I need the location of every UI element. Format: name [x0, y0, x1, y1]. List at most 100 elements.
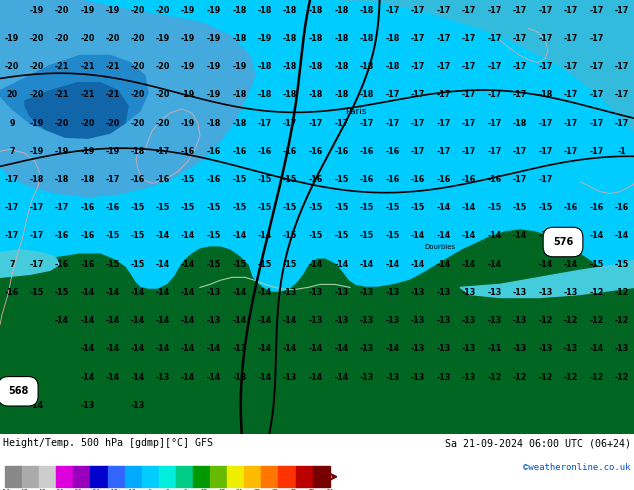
Text: -17: -17	[386, 5, 400, 15]
Bar	[5, 466, 22, 487]
Text: -14: -14	[106, 316, 120, 325]
Text: -13: -13	[386, 373, 400, 382]
Text: -14: -14	[156, 316, 170, 325]
Text: -14: -14	[106, 288, 120, 297]
Text: -17: -17	[283, 119, 297, 127]
Text: -16: -16	[309, 147, 323, 156]
Text: -15: -15	[309, 203, 323, 212]
Text: -14: -14	[283, 316, 297, 325]
Text: -17: -17	[5, 203, 19, 212]
Text: -14: -14	[539, 260, 553, 269]
Polygon shape	[0, 55, 148, 135]
Text: -14: -14	[309, 344, 323, 353]
Text: -14: -14	[462, 203, 476, 212]
Text: -15: -15	[386, 203, 400, 212]
Text: 7: 7	[10, 147, 15, 156]
Text: -13: -13	[207, 316, 221, 325]
Text: -20: -20	[5, 62, 19, 71]
Bar	[108, 466, 125, 487]
Text: 568: 568	[8, 386, 29, 396]
Text: -15: -15	[283, 175, 297, 184]
Text: -16: -16	[156, 175, 170, 184]
Text: -19: -19	[207, 34, 221, 43]
Text: -21: -21	[106, 90, 120, 99]
Text: -17: -17	[539, 5, 553, 15]
Text: -13: -13	[437, 316, 451, 325]
Text: -15: -15	[181, 175, 195, 184]
Text: -17: -17	[462, 90, 476, 99]
Text: -16: -16	[309, 175, 323, 184]
Text: -18: -18	[335, 34, 349, 43]
Text: 7: 7	[10, 260, 15, 269]
Text: -15: -15	[360, 231, 374, 241]
Polygon shape	[460, 260, 634, 297]
Text: -16: -16	[590, 203, 604, 212]
Text: -14: -14	[156, 231, 170, 241]
Text: -17: -17	[615, 119, 629, 127]
Text: -17: -17	[590, 34, 604, 43]
Text: -15: -15	[335, 203, 349, 212]
Text: -14: -14	[181, 316, 195, 325]
Text: -19: -19	[181, 34, 195, 43]
Text: -19: -19	[156, 34, 170, 43]
Text: -13: -13	[564, 288, 578, 297]
Text: -16: -16	[131, 175, 145, 184]
Text: -16: -16	[360, 147, 374, 156]
Text: -20: -20	[131, 119, 145, 127]
Text: -17: -17	[513, 175, 527, 184]
Bar	[313, 466, 330, 487]
Text: -17: -17	[55, 203, 69, 212]
Text: -13: -13	[156, 373, 170, 382]
Text: -18: -18	[386, 62, 400, 71]
Text: -13: -13	[283, 373, 297, 382]
Text: -15: -15	[411, 203, 425, 212]
Text: -16: -16	[615, 203, 629, 212]
Text: -14: -14	[488, 231, 502, 241]
Bar	[125, 466, 142, 487]
Text: -19: -19	[30, 119, 44, 127]
Text: -12: -12	[564, 373, 578, 382]
Text: -12: -12	[615, 288, 629, 297]
Text: -19: -19	[106, 5, 120, 15]
Text: -14: -14	[258, 316, 272, 325]
Text: -20: -20	[156, 62, 170, 71]
Text: -19: -19	[81, 5, 95, 15]
Text: -14: -14	[55, 316, 69, 325]
Text: -14: -14	[156, 288, 170, 297]
Text: -19: -19	[181, 5, 195, 15]
Text: -14: -14	[258, 288, 272, 297]
Text: -21: -21	[81, 90, 95, 99]
Text: -17: -17	[411, 90, 425, 99]
Text: -14: -14	[462, 260, 476, 269]
Text: -12: -12	[590, 373, 604, 382]
Text: -21: -21	[55, 90, 69, 99]
Text: -18: -18	[309, 90, 323, 99]
Text: -17: -17	[615, 5, 629, 15]
Text: -20: -20	[131, 62, 145, 71]
Bar	[261, 466, 278, 487]
Text: Sa 21-09-2024 06:00 UTC (06+24): Sa 21-09-2024 06:00 UTC (06+24)	[445, 438, 631, 448]
Text: -20: -20	[131, 34, 145, 43]
Text: -14: -14	[564, 260, 578, 269]
Text: -21: -21	[81, 62, 95, 71]
Text: -16: -16	[411, 175, 425, 184]
Text: -13: -13	[437, 288, 451, 297]
Text: -17: -17	[30, 231, 44, 241]
Text: -15: -15	[258, 203, 272, 212]
Bar	[74, 466, 91, 487]
Text: -17: -17	[411, 62, 425, 71]
Text: -17: -17	[335, 119, 349, 127]
Text: -17: -17	[30, 203, 44, 212]
Text: -18: -18	[207, 119, 221, 127]
Text: -20: -20	[156, 119, 170, 127]
Text: -17: -17	[258, 119, 272, 127]
Text: -17: -17	[513, 62, 527, 71]
Text: -12: -12	[488, 373, 502, 382]
Text: -12: -12	[539, 316, 553, 325]
Text: -16: -16	[81, 231, 95, 241]
Text: -15: -15	[386, 231, 400, 241]
Text: -20: -20	[156, 90, 170, 99]
Text: -17: -17	[411, 119, 425, 127]
Text: -16: -16	[258, 147, 272, 156]
Text: -18: -18	[386, 34, 400, 43]
